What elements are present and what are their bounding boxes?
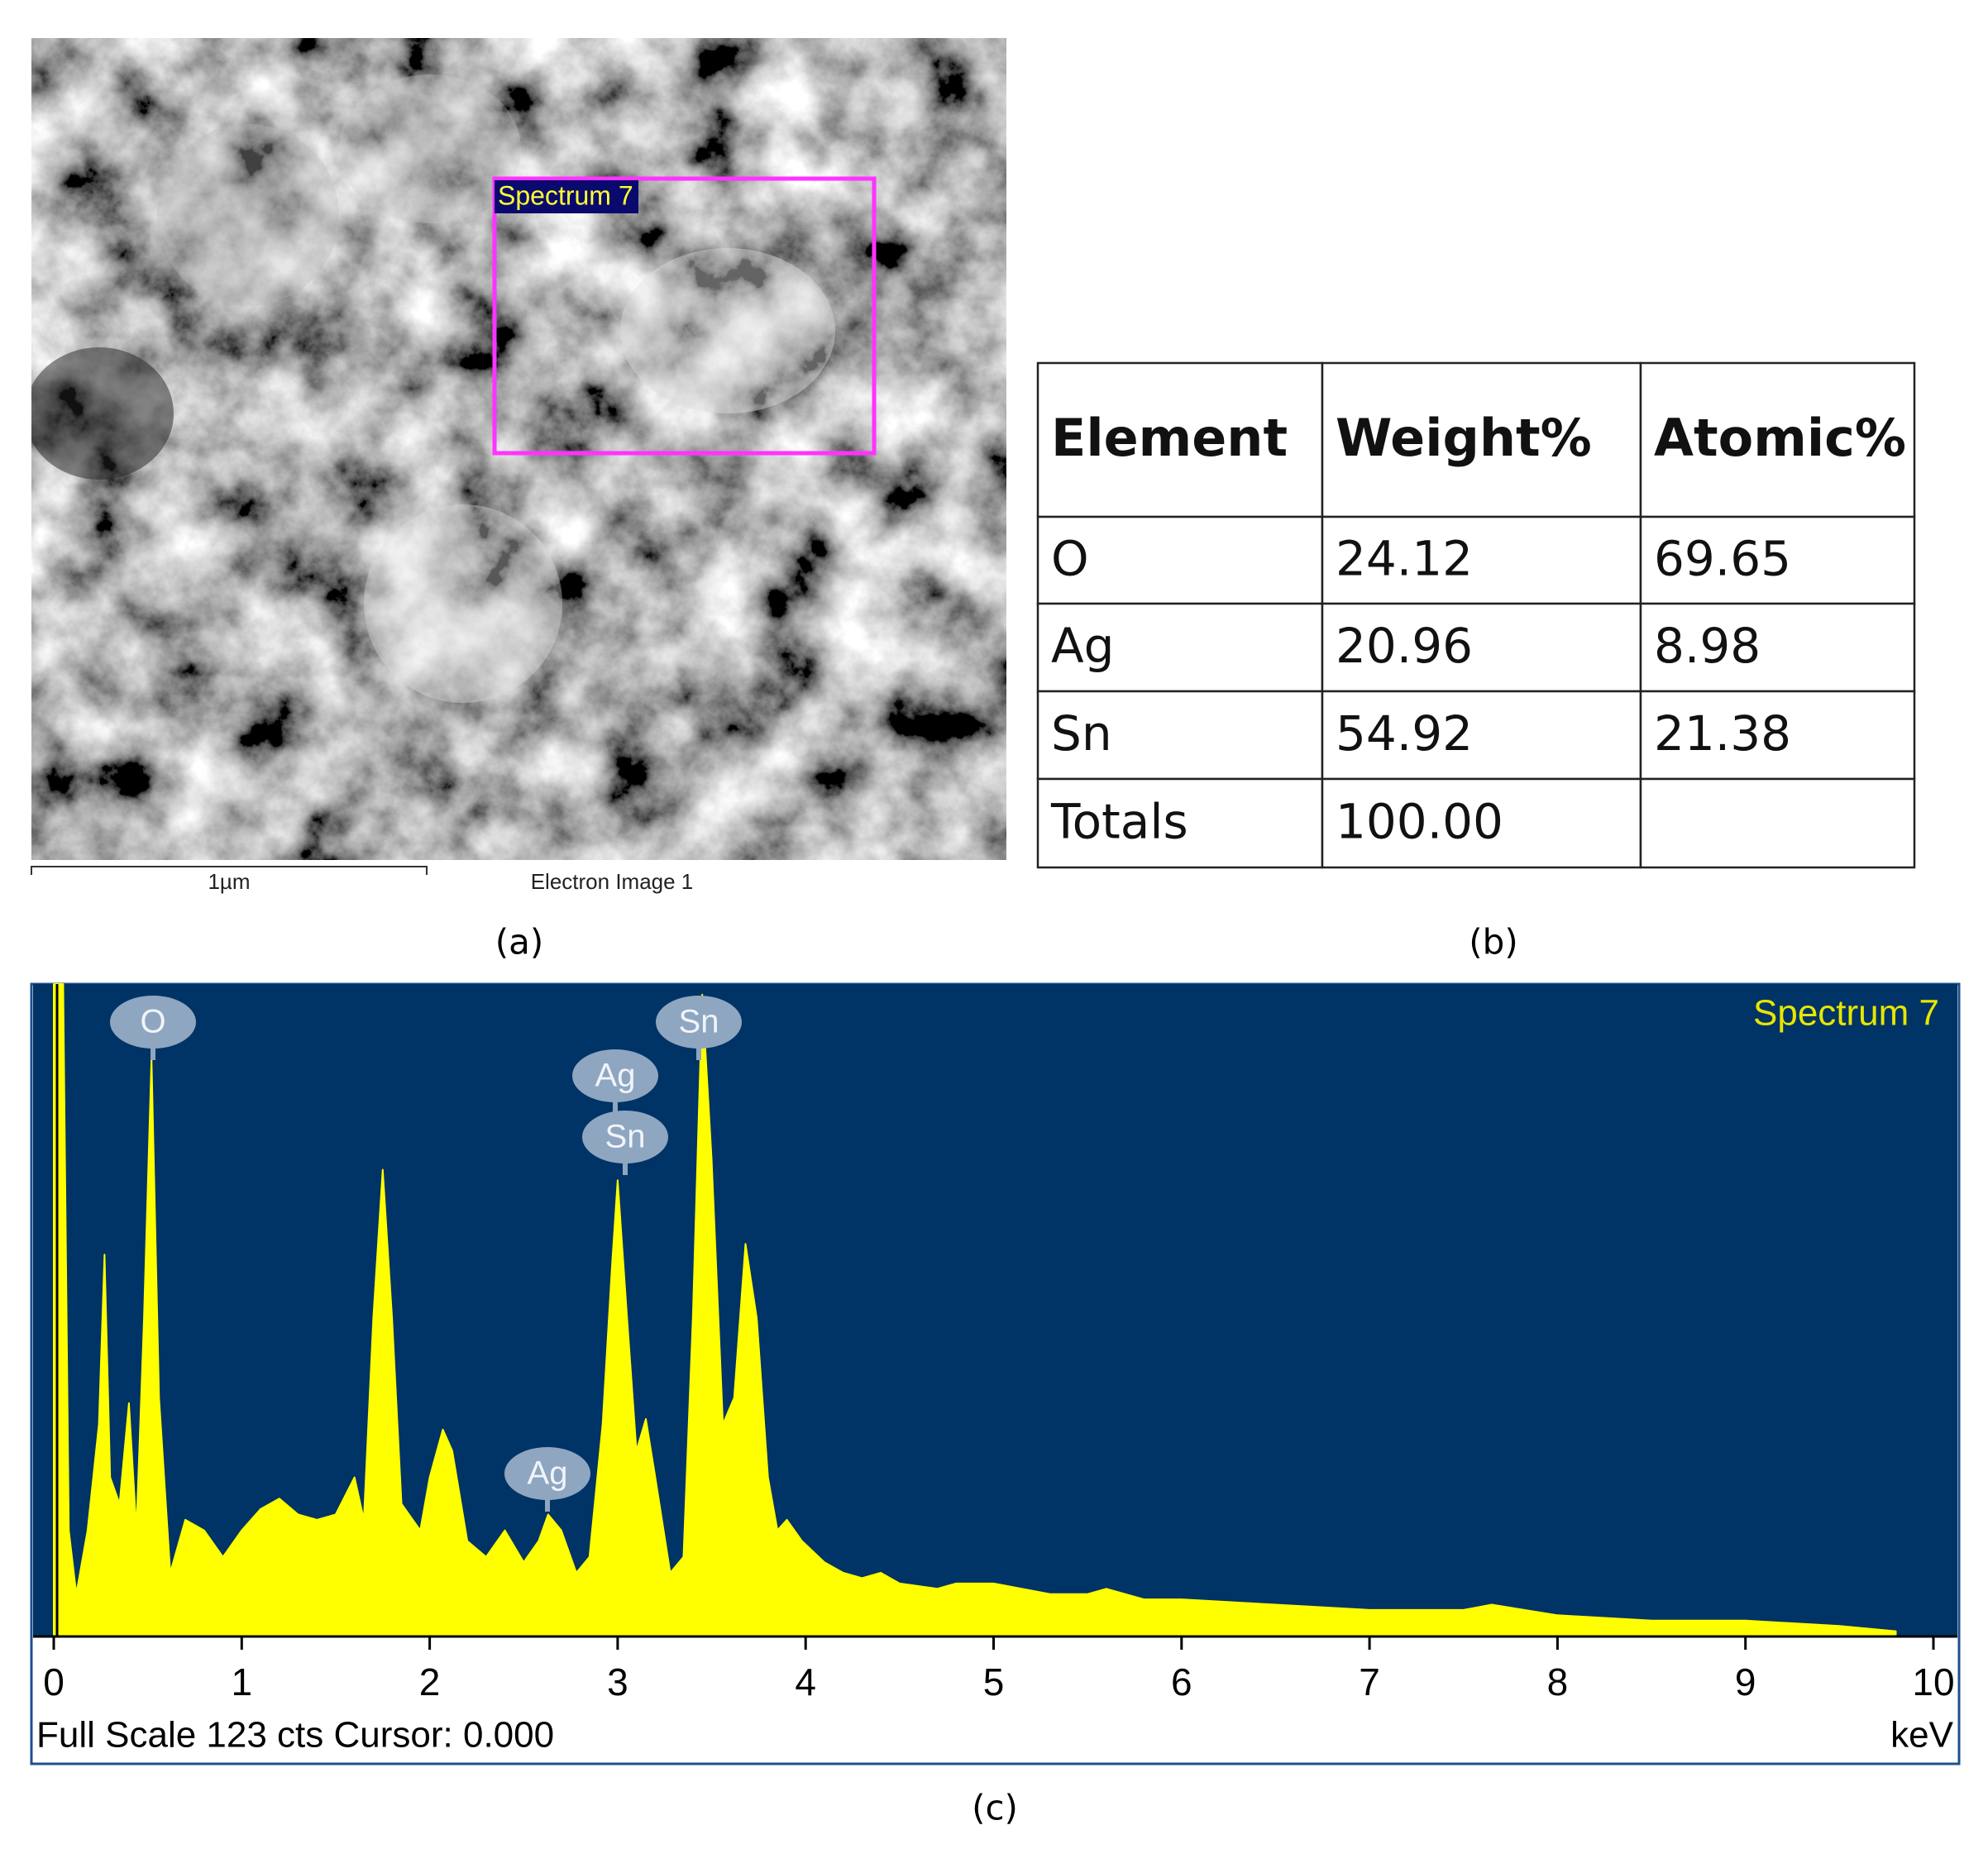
x-tick-label: 5	[983, 1660, 1005, 1703]
peak-label: Sn	[605, 1119, 646, 1155]
scale-bar	[31, 866, 428, 875]
peak-label-bubble	[504, 1447, 590, 1500]
table-text: 69.65	[1654, 531, 1791, 587]
peak-label-bubble	[110, 996, 196, 1049]
table-text: Sn	[1051, 705, 1112, 762]
peak-label: Sn	[679, 1004, 719, 1040]
sem-particle	[157, 124, 339, 306]
table-cell	[1639, 602, 1916, 693]
table-cell	[1321, 777, 1642, 869]
sem-image	[31, 38, 1006, 860]
table-cell	[1036, 602, 1324, 693]
peak-label-bubble	[582, 1111, 668, 1163]
table-cell	[1639, 690, 1916, 781]
table-text: 8.98	[1654, 618, 1761, 674]
panel-label: (c)	[972, 1788, 1018, 1828]
table-text: Totals	[1050, 794, 1188, 850]
sem-particle	[620, 248, 835, 413]
table-cell	[1321, 515, 1642, 605]
table-header: Atomic%	[1654, 408, 1906, 468]
x-tick-label: 7	[1359, 1660, 1380, 1703]
x-tick-label: 8	[1547, 1660, 1569, 1703]
x-tick-label: 9	[1735, 1660, 1756, 1703]
footer: Full Scale 123 cts Cursor: 0.000	[36, 1715, 554, 1756]
x-tick-label: 6	[1171, 1660, 1192, 1703]
table-text: Ag	[1051, 618, 1115, 674]
table-cell	[1036, 777, 1324, 869]
x-tick-label: 1	[232, 1660, 253, 1703]
spectrum-region	[492, 176, 877, 456]
peak-label-bubble	[572, 1049, 658, 1102]
image-caption: Electron Image 1	[531, 869, 694, 894]
sem-particle	[364, 504, 562, 703]
table-header: Element	[1051, 408, 1288, 468]
table: Element Weight% Atomic% O 24.12 69.65 Ag 20.96 8…	[1036, 361, 1916, 869]
region-label: Spectrum 7	[498, 180, 633, 210]
panel-label: (b)	[1469, 922, 1517, 963]
table-text: O	[1051, 531, 1089, 587]
spectrum-chart: 0 1 2 3 4 5 6 7 8 9 10 Spectrum 7 Full Scale 123 cts…	[33, 983, 1957, 1756]
panel-label: (a)	[495, 922, 544, 963]
peak-label: O	[140, 1004, 165, 1040]
x-tick-label: 0	[43, 1660, 65, 1703]
table-cell	[1036, 690, 1324, 781]
sem-particle	[339, 74, 521, 223]
peak-label: Ag	[595, 1058, 636, 1094]
x-tick-label: 3	[607, 1660, 628, 1703]
region-label-bg	[495, 180, 638, 213]
scale-bar-label: 1µm	[208, 869, 250, 894]
table-cell	[1639, 515, 1916, 605]
sem-texture	[31, 38, 1006, 860]
table-cell	[1036, 515, 1324, 605]
table-text: 24.12	[1336, 531, 1473, 587]
table-cell	[1321, 690, 1642, 781]
x-tick-label: 10	[1912, 1660, 1954, 1703]
sem-shadow	[31, 347, 174, 480]
table-header: Weight%	[1336, 408, 1592, 468]
peak-label: Ag	[528, 1455, 568, 1492]
table-text: 100.00	[1336, 794, 1503, 850]
table-text: 21.38	[1654, 705, 1791, 762]
table-cell	[1639, 777, 1916, 869]
table-cell	[1036, 361, 1324, 518]
table-text: 20.96	[1336, 618, 1473, 674]
spectrum-area	[53, 983, 1897, 1637]
x-axis-label: keV	[1890, 1715, 1953, 1756]
table-text: 54.92	[1336, 705, 1473, 762]
peak-label-bubble	[656, 996, 742, 1049]
x-tick-label: 4	[795, 1660, 816, 1703]
x-tick-label: 2	[419, 1660, 441, 1703]
chart-title: Spectrum 7	[1753, 993, 1939, 1034]
